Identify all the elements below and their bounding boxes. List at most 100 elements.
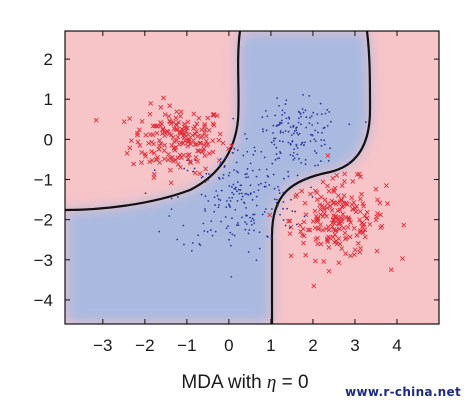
blue-dot-point — [255, 175, 258, 178]
blue-dot-point — [232, 193, 235, 196]
red-x-point — [356, 171, 362, 177]
blue-dot-point — [204, 210, 207, 212]
blue-dot-point — [319, 160, 322, 162]
red-x-point — [287, 218, 293, 224]
blue-dot-point — [313, 138, 316, 141]
blue-dot-point — [347, 162, 350, 165]
blue-dot-point — [244, 133, 246, 135]
blue-dot-point — [221, 177, 224, 180]
blue-dot-point — [202, 222, 205, 225]
blue-dot-point — [276, 124, 279, 127]
red-x-point — [168, 180, 174, 186]
red-x-point — [343, 236, 348, 242]
red-x-point — [173, 127, 179, 132]
blue-dot-point — [244, 192, 246, 195]
blue-dot-point — [297, 117, 300, 120]
blue-dot-point — [266, 115, 269, 118]
blue-dot-point — [285, 99, 288, 102]
red-x-point — [324, 205, 330, 211]
blue-dot-point — [240, 192, 243, 195]
red-x-point — [342, 179, 347, 184]
red-x-point — [157, 123, 163, 129]
blue-dot-point — [310, 115, 313, 117]
red-x-point — [178, 113, 183, 119]
red-x-point — [229, 143, 234, 149]
red-x-point — [206, 151, 212, 156]
red-x-point — [172, 147, 178, 153]
red-x-point — [322, 197, 328, 203]
red-x-point — [330, 234, 336, 240]
blue-dot-point — [298, 157, 300, 160]
red-x-point — [305, 227, 311, 233]
blue-dot-point — [283, 111, 286, 114]
blue-dot-point — [298, 111, 301, 114]
red-x-point — [136, 127, 142, 133]
blue-dot-point — [289, 126, 292, 128]
blue-dot-point — [304, 177, 307, 180]
red-x-point — [201, 146, 207, 152]
red-x-point — [362, 227, 368, 233]
blue-dot-point — [243, 201, 245, 204]
red-x-point — [193, 154, 199, 160]
blue-dot-point — [276, 204, 279, 207]
blue-dot-point — [237, 224, 240, 227]
red-x-point — [308, 191, 313, 197]
blue-dot-point — [247, 232, 250, 235]
blue-dot-point — [204, 195, 207, 198]
red-x-point — [190, 137, 196, 143]
blue-dot-point — [278, 140, 281, 142]
blue-dot-point — [239, 188, 242, 191]
blue-dot-point — [304, 109, 307, 112]
blue-dot-point — [229, 244, 232, 247]
red-x-point — [367, 221, 373, 227]
blue-dot-point — [304, 141, 306, 144]
blue-dot-point — [230, 275, 233, 278]
blue-dot-point — [267, 175, 270, 178]
red-x-point — [364, 209, 370, 215]
blue-dot-point — [326, 124, 329, 127]
red-x-point — [188, 141, 194, 147]
blue-dot-point — [231, 217, 233, 220]
red-x-point — [205, 141, 211, 147]
blue-dot-point — [229, 206, 232, 208]
red-x-point — [151, 175, 157, 180]
blue-dot-point — [311, 134, 314, 136]
red-x-point — [301, 233, 307, 239]
blue-dot-point — [326, 108, 329, 111]
blue-dot-point — [245, 137, 248, 140]
red-x-point — [355, 240, 361, 246]
red-x-point — [325, 183, 330, 189]
blue-dot-point — [253, 146, 256, 149]
blue-dot-point — [235, 224, 238, 227]
blue-dot-point — [236, 200, 239, 202]
blue-dot-point — [214, 230, 217, 233]
blue-dot-point — [199, 244, 202, 246]
blue-dot-point — [282, 201, 285, 203]
blue-dot-point — [275, 198, 278, 201]
blue-dot-point — [293, 148, 296, 151]
red-x-point — [185, 119, 191, 125]
red-x-point — [170, 135, 176, 140]
x-tick-label: 3 — [350, 336, 359, 355]
red-x-point — [203, 138, 209, 144]
blue-dot-point — [222, 173, 225, 176]
blue-dot-point — [289, 142, 292, 145]
blue-dot-point — [271, 162, 274, 165]
red-x-point — [194, 121, 200, 127]
blue-dot-point — [261, 128, 264, 131]
red-x-point — [324, 213, 329, 219]
red-x-point — [134, 132, 140, 138]
blue-dot-point — [231, 186, 233, 188]
x-tick-label: 2 — [308, 336, 317, 355]
blue-dot-point — [236, 149, 239, 152]
blue-dot-point — [210, 220, 213, 223]
blue-dot-point — [320, 139, 323, 141]
blue-dot-point — [241, 195, 244, 198]
blue-dot-point — [186, 169, 189, 172]
red-x-point — [205, 115, 211, 121]
blue-dot-point — [236, 222, 239, 224]
red-x-point — [216, 137, 222, 143]
red-x-point — [188, 160, 193, 166]
red-x-point — [195, 148, 201, 154]
